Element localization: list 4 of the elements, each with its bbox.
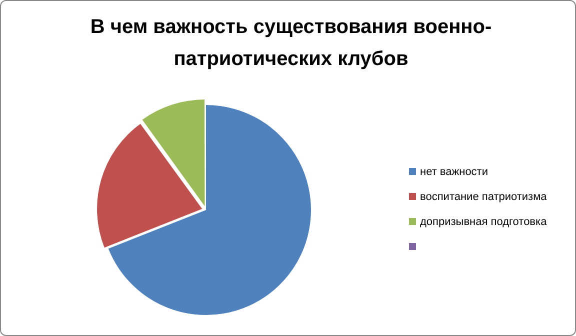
legend-label: допризывная подготовка: [420, 216, 547, 228]
legend-label: воспитание патриотизма: [420, 190, 547, 202]
legend-label: нет важности: [420, 166, 488, 178]
chart-title: В чем важность существования военно-патриотических клубов: [89, 15, 493, 72]
